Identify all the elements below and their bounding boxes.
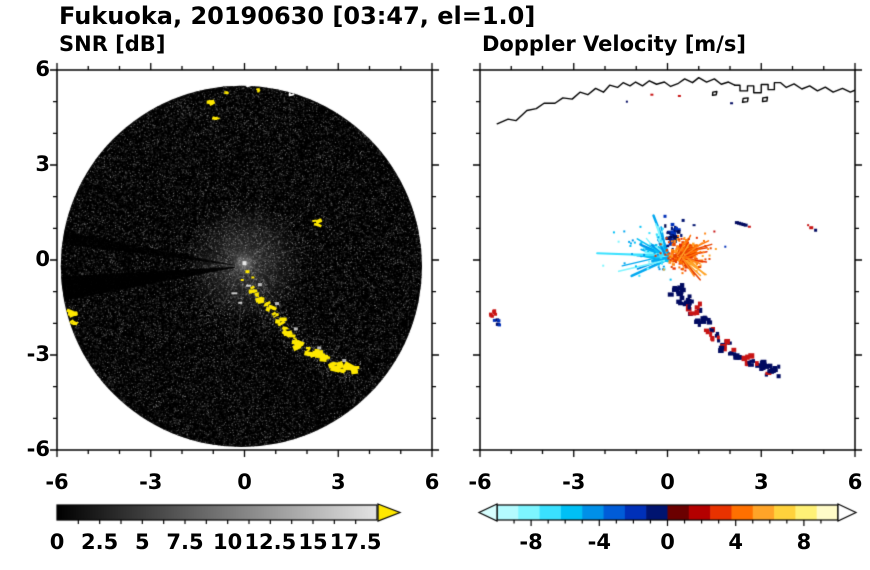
snr-colorbar-tick-label: 0 [49, 530, 65, 554]
snr-colorbar-tick-label: 7.5 [166, 530, 204, 554]
snr-colorbar-tick-label: 5 [135, 530, 150, 554]
snr-panel-title: SNR [dB] [59, 32, 166, 56]
doppler-ppi-plot [468, 58, 867, 462]
doppler-x-tick-label: 3 [753, 470, 769, 494]
snr-y-tick-label: -3 [26, 342, 50, 366]
snr-y-tick-label: -6 [26, 437, 50, 461]
doppler-colorbar-tick-label: 0 [660, 530, 675, 554]
doppler-x-tick-label: -3 [562, 470, 586, 494]
snr-y-tick-label: 0 [35, 247, 50, 271]
snr-x-tick-label: -3 [139, 470, 163, 494]
snr-ppi-plot [45, 58, 444, 462]
doppler-colorbar-tick-label: 8 [796, 530, 812, 554]
snr-x-tick-label: 6 [424, 470, 440, 494]
snr-colorbar-tick-label: 12.5 [244, 530, 297, 554]
doppler-colorbar-tick-label: 4 [728, 530, 743, 554]
doppler-x-tick-label: -6 [468, 470, 492, 494]
doppler-x-tick-label: 6 [847, 470, 863, 494]
snr-y-tick-label: 6 [35, 57, 50, 81]
doppler-x-tick-label: 0 [660, 470, 675, 494]
doppler-colorbar-tick-label: -4 [587, 530, 611, 554]
snr-colorbar-tick-label: 15 [298, 530, 328, 554]
snr-x-tick-label: -6 [45, 470, 69, 494]
snr-colorbar-tick-label: 17.5 [329, 530, 382, 554]
figure-title: Fukuoka, 20190630 [03:47, el=1.0] [59, 2, 536, 30]
doppler-colorbar-tick-label: -8 [519, 530, 543, 554]
snr-x-tick-label: 0 [237, 470, 252, 494]
doppler-colorbar [477, 502, 859, 528]
doppler-panel-title: Doppler Velocity [m/s] [482, 32, 746, 56]
snr-colorbar [55, 502, 407, 528]
snr-colorbar-tick-label: 2.5 [81, 530, 119, 554]
snr-y-tick-label: 3 [35, 152, 50, 176]
snr-x-tick-label: 3 [330, 470, 346, 494]
snr-colorbar-tick-label: 10 [213, 530, 243, 554]
